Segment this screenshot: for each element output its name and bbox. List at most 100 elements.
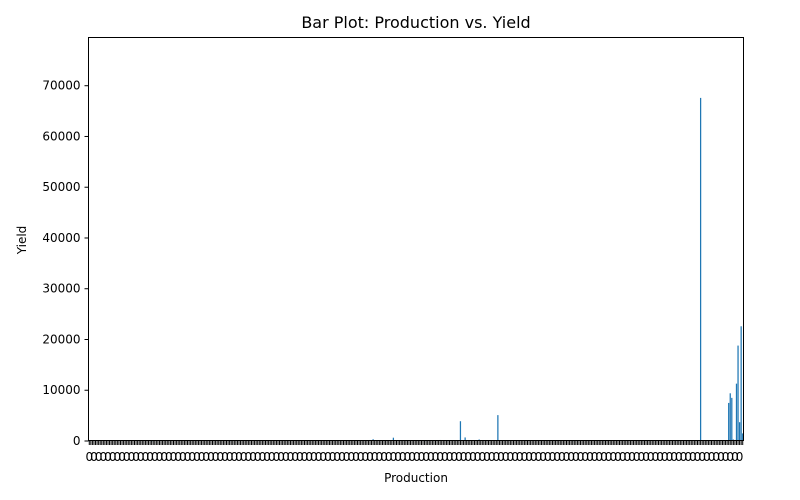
x-tick-label-93: 0 bbox=[230, 450, 238, 464]
y-tick-label-2: 20000 bbox=[42, 332, 80, 346]
x-tick-label-156: 0 bbox=[329, 450, 337, 464]
x-tick-label-6: 0 bbox=[95, 450, 103, 464]
bar-45 bbox=[737, 345, 739, 441]
x-tick-label-351: 0 bbox=[633, 450, 641, 464]
x-tick-label-183: 0 bbox=[371, 450, 379, 464]
x-tick-label-204: 0 bbox=[404, 450, 412, 464]
x-tick-label-54: 0 bbox=[170, 450, 178, 464]
x-tick-label-396: 0 bbox=[703, 450, 711, 464]
x-tick-label-189: 0 bbox=[380, 450, 388, 464]
x-tick-label-18: 0 bbox=[114, 450, 122, 464]
x-tick-label-267: 0 bbox=[502, 450, 510, 464]
x-tick-label-279: 0 bbox=[521, 450, 529, 464]
x-tick-label-360: 0 bbox=[647, 450, 655, 464]
x-tick-label-390: 0 bbox=[694, 450, 702, 464]
x-tick-label-243: 0 bbox=[464, 450, 472, 464]
bar-18 bbox=[497, 415, 499, 441]
x-tick-label-48: 0 bbox=[160, 450, 168, 464]
x-tick-label-66: 0 bbox=[188, 450, 196, 464]
x-tick-label-132: 0 bbox=[291, 450, 299, 464]
x-tick-label-111: 0 bbox=[259, 450, 267, 464]
y-tick-label-0: 0 bbox=[73, 434, 81, 448]
bar-39 bbox=[728, 402, 730, 441]
x-tick-label-51: 0 bbox=[165, 450, 173, 464]
y-tick-label-1: 10000 bbox=[42, 383, 80, 397]
y-tick-label-7: 70000 bbox=[42, 79, 80, 93]
y-tick-label-3: 30000 bbox=[42, 282, 80, 296]
x-tick-label-108: 0 bbox=[254, 450, 262, 464]
x-tick-label-207: 0 bbox=[408, 450, 416, 464]
x-tick-label-21: 0 bbox=[118, 450, 126, 464]
x-tick-label-306: 0 bbox=[563, 450, 571, 464]
x-tick-label-198: 0 bbox=[394, 450, 402, 464]
x-tick-label-27: 0 bbox=[128, 450, 136, 464]
x-tick-label-336: 0 bbox=[609, 450, 617, 464]
x-tick-label-171: 0 bbox=[352, 450, 360, 464]
x-tick-label-42: 0 bbox=[151, 450, 159, 464]
x-tick-label-369: 0 bbox=[661, 450, 669, 464]
x-tick-label-99: 0 bbox=[240, 450, 248, 464]
x-tick-label-36: 0 bbox=[142, 450, 150, 464]
x-tick-label-141: 0 bbox=[305, 450, 313, 464]
x-tick-label-174: 0 bbox=[357, 450, 365, 464]
x-tick-label-72: 0 bbox=[198, 450, 206, 464]
x-tick-label-294: 0 bbox=[544, 450, 552, 464]
x-tick-label-84: 0 bbox=[216, 450, 224, 464]
x-tick-label-219: 0 bbox=[427, 450, 435, 464]
x-tick-label-261: 0 bbox=[492, 450, 500, 464]
x-tick-label-381: 0 bbox=[680, 450, 688, 464]
plot-frame bbox=[88, 37, 744, 441]
x-tick-label-315: 0 bbox=[577, 450, 585, 464]
x-tick-label-405: 0 bbox=[717, 450, 725, 464]
x-tick-label-324: 0 bbox=[591, 450, 599, 464]
x-tick-label-87: 0 bbox=[221, 450, 229, 464]
x-tick-label-240: 0 bbox=[460, 450, 468, 464]
x-tick-label-375: 0 bbox=[670, 450, 678, 464]
bar-47 bbox=[740, 326, 742, 441]
x-tick-label-411: 0 bbox=[726, 450, 734, 464]
x-ticks-group: 0000000000000000000000000000000000000000… bbox=[85, 441, 743, 464]
x-tick-label-33: 0 bbox=[137, 450, 145, 464]
x-tick-label-366: 0 bbox=[656, 450, 664, 464]
x-tick-label-234: 0 bbox=[450, 450, 458, 464]
x-tick-label-210: 0 bbox=[413, 450, 421, 464]
x-axis-label: Production bbox=[384, 471, 448, 485]
x-tick-label-345: 0 bbox=[623, 450, 631, 464]
x-tick-label-192: 0 bbox=[385, 450, 393, 464]
x-tick-label-339: 0 bbox=[614, 450, 622, 464]
x-tick-label-123: 0 bbox=[277, 450, 285, 464]
x-tick-label-195: 0 bbox=[390, 450, 398, 464]
x-tick-label-159: 0 bbox=[333, 450, 341, 464]
x-tick-label-150: 0 bbox=[319, 450, 327, 464]
x-tick-label-321: 0 bbox=[586, 450, 594, 464]
chart-title: Bar Plot: Production vs. Yield bbox=[301, 13, 530, 32]
x-tick-label-201: 0 bbox=[399, 450, 407, 464]
bar-41 bbox=[731, 397, 733, 441]
x-tick-label-129: 0 bbox=[287, 450, 295, 464]
bar-14 bbox=[464, 437, 466, 441]
x-tick-label-105: 0 bbox=[249, 450, 257, 464]
x-tick-label-297: 0 bbox=[549, 450, 557, 464]
x-tick-label-282: 0 bbox=[525, 450, 533, 464]
x-tick-label-327: 0 bbox=[595, 450, 603, 464]
y-ticks-group: 0 10000 20000 30000 40000 50000 60000 70000 bbox=[42, 79, 89, 448]
x-tick-label-138: 0 bbox=[301, 450, 309, 464]
x-tick-label-9: 0 bbox=[99, 450, 107, 464]
x-tick-label-114: 0 bbox=[263, 450, 271, 464]
x-tick-label-177: 0 bbox=[361, 450, 369, 464]
x-tick-label-408: 0 bbox=[722, 450, 730, 464]
x-tick-label-120: 0 bbox=[273, 450, 281, 464]
x-tick-label-417: 0 bbox=[736, 450, 744, 464]
x-tick-label-291: 0 bbox=[539, 450, 547, 464]
x-tick-label-393: 0 bbox=[698, 450, 706, 464]
x-tick-label-117: 0 bbox=[268, 450, 276, 464]
x-tick-label-144: 0 bbox=[310, 450, 318, 464]
x-tick-label-387: 0 bbox=[689, 450, 697, 464]
x-tick-label-15: 0 bbox=[109, 450, 117, 464]
x-tick-label-75: 0 bbox=[202, 450, 210, 464]
x-tick-label-57: 0 bbox=[174, 450, 182, 464]
x-tick-label-153: 0 bbox=[324, 450, 332, 464]
x-tick-label-300: 0 bbox=[553, 450, 561, 464]
bar-6 bbox=[392, 437, 395, 441]
